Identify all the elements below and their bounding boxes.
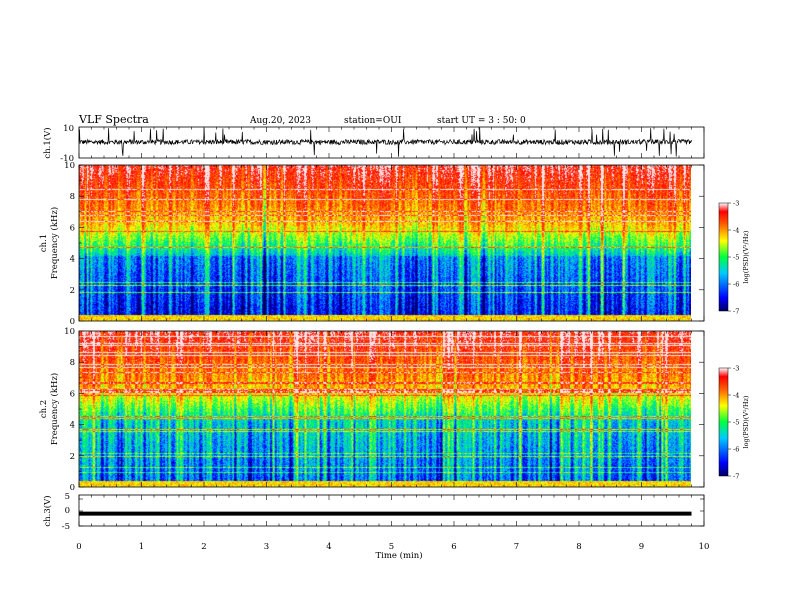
date-label: Aug.20, 2023 — [249, 116, 311, 126]
time-axis-ticklabel: 7 — [514, 542, 519, 552]
y-tick-label: 10 — [64, 327, 75, 337]
ch1-waveform-trace — [78, 127, 692, 157]
ch1-colorbar: -3 -4 -5 -6 -7 log(PSD)(V²/Hz) — [718, 200, 750, 316]
time-axis-ticklabels: 0 1 2 3 4 5 6 7 8 9 10 — [76, 542, 709, 552]
time-axis-ticklabel: 4 — [326, 542, 331, 552]
y-tick-label: 8 — [70, 358, 75, 368]
figure-title: VLF Spectra — [78, 113, 149, 126]
ch1-spectrogram-yticks: 0 2 4 6 8 10 — [64, 161, 704, 327]
ch2-colorbar-gradient — [718, 367, 729, 477]
ch1-colorbar-label: log(PSD)(V²/Hz) — [742, 230, 750, 283]
ch3-ylabel: ch.3(V) — [42, 495, 53, 526]
colorbar-tick-label: -4 — [733, 392, 739, 400]
time-axis-ticklabel: 3 — [264, 542, 269, 552]
ch2-colorbar-label: log(PSD)(V²/Hz) — [742, 395, 750, 448]
ch3-waveform-xticks — [78, 495, 705, 527]
start-ut-label: start UT = 3 : 50: 0 — [437, 116, 526, 126]
time-axis-ticklabel: 5 — [389, 542, 394, 552]
ch2-colorbar: -3 -4 -5 -6 -7 log(PSD)(V²/Hz) — [718, 365, 750, 481]
colorbar-tick-label: -6 — [733, 281, 739, 289]
y-tick-label: 4 — [70, 255, 75, 265]
ch2-spectrogram-ylabel-ch: ch.2 — [39, 400, 49, 418]
y-tick-label: 0 — [70, 483, 75, 493]
y-tick-label: 4 — [70, 421, 75, 431]
y-tick-label: 0 — [70, 317, 75, 327]
ch3-waveform-panel: 5 0 -5 ch.3(V) — [42, 492, 705, 532]
colorbar-tick-label: -6 — [733, 446, 739, 454]
colorbar-tick-label: -7 — [733, 308, 739, 316]
time-axis-ticklabel: 1 — [139, 542, 144, 552]
time-axis-ticklabel: 0 — [76, 542, 81, 552]
y-tick-label: 6 — [70, 223, 75, 233]
colorbar-tick-label: -5 — [733, 254, 739, 262]
ch3-ytick-bottom: -5 — [62, 522, 70, 532]
time-axis-ticklabel: 10 — [699, 542, 710, 552]
ch2-spectrogram-xticks — [78, 331, 705, 487]
time-axis-ticklabel: 2 — [201, 542, 206, 552]
ch1-ytick-bottom: -10 — [60, 154, 74, 164]
y-tick-label: 2 — [70, 286, 75, 296]
ch1-spectrogram-ylabel-freq: Frequency (kHz) — [49, 207, 60, 279]
ch1-colorbar-gradient — [718, 202, 729, 312]
time-axis-ticklabel: 6 — [451, 542, 456, 552]
ch2-spectrogram-panel: 0 2 4 6 8 10 ch.2 Frequency (kHz) — [39, 327, 705, 493]
ch3-ytick-top: 5 — [65, 492, 70, 502]
ch1-ylabel: ch.1(V) — [42, 127, 53, 158]
time-axis-label: Time (min) — [375, 550, 422, 561]
y-tick-label: 2 — [70, 452, 75, 462]
ch3-waveform-frame — [78, 494, 705, 527]
ch1-waveform-xticks — [78, 127, 705, 158]
time-axis-ticklabel: 8 — [576, 542, 581, 552]
colorbar-tick-label: -3 — [733, 365, 739, 373]
colorbar-tick-label: -3 — [733, 200, 739, 208]
time-axis-ticklabel: 9 — [639, 542, 644, 552]
y-tick-label: 10 — [64, 161, 75, 171]
ch2-spectrogram-yticks: 0 2 4 6 8 10 — [64, 327, 704, 493]
colorbar-tick-label: -7 — [733, 473, 739, 481]
colorbar-tick-label: -5 — [733, 419, 739, 427]
ch1-spectrogram-panel: 0 2 4 6 8 10 ch.1 Frequency (kHz) — [39, 161, 705, 327]
ch1-waveform-panel: 10 -10 ch.1(V) — [42, 124, 705, 164]
ch2-spectrogram-ylabel-freq: Frequency (kHz) — [49, 373, 60, 445]
ch1-spectrogram-image — [79, 165, 691, 321]
ch1-spectrogram-ylabel-ch: ch.1 — [39, 234, 49, 252]
ch1-ytick-top: 10 — [63, 124, 74, 134]
ch1-colorbar-ticks: -3 -4 -5 -6 -7 — [728, 200, 739, 316]
ch1-spectrogram-xticks — [78, 165, 705, 321]
y-tick-label: 6 — [70, 389, 75, 399]
station-label: station=OUI — [344, 116, 402, 126]
ch3-ytick-mid: 0 — [65, 506, 70, 516]
ch2-spectrogram-image — [79, 331, 691, 487]
y-tick-label: 8 — [70, 192, 75, 202]
colorbar-tick-label: -4 — [733, 227, 739, 235]
ch2-colorbar-ticks: -3 -4 -5 -6 -7 — [728, 365, 739, 481]
